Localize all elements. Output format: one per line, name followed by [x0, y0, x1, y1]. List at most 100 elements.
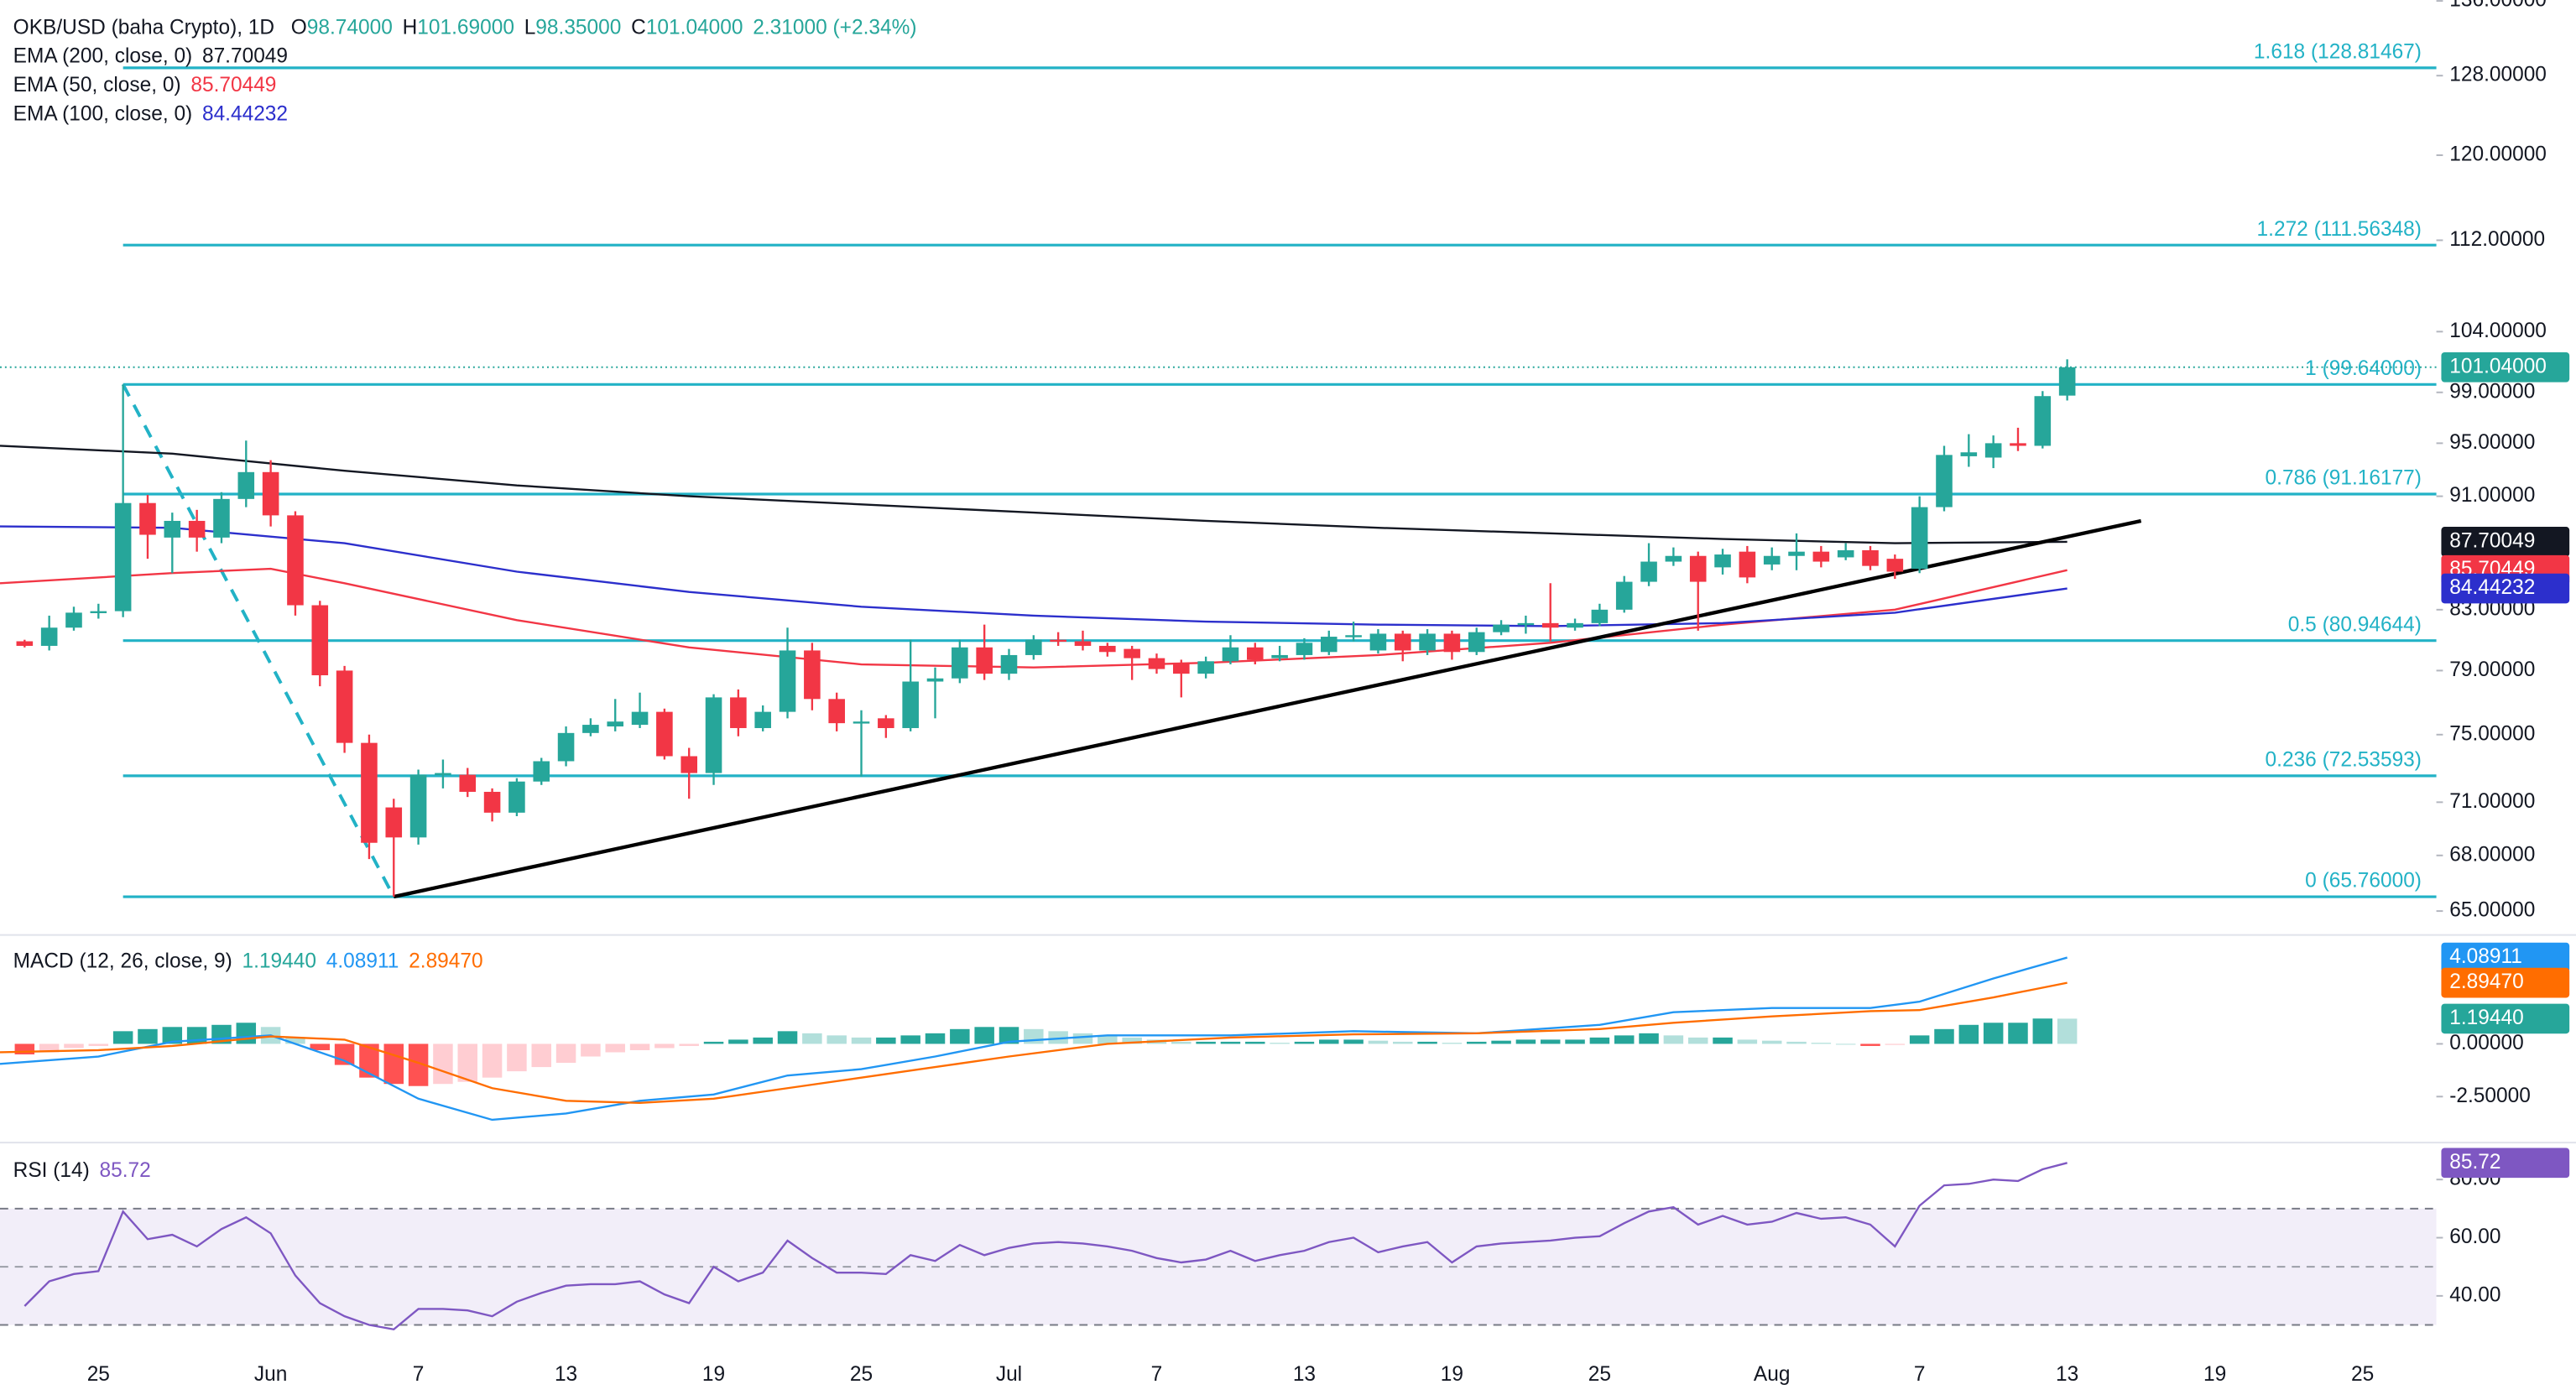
candle-body — [533, 761, 550, 782]
x-tick-label: 25 — [87, 1363, 110, 1386]
macd-histogram-bar — [654, 1043, 675, 1049]
y-tick-label: 71.00000 — [2449, 790, 2535, 813]
candle-body — [952, 647, 968, 679]
candle-body — [1394, 633, 1411, 651]
macd-histogram-bar — [1885, 1043, 1906, 1045]
macd-histogram-bar — [1491, 1040, 1511, 1044]
macd-legend-value: 2.89470 — [409, 950, 482, 972]
candle-body — [1788, 551, 1805, 556]
macd-histogram-bar — [777, 1031, 798, 1044]
candle-body — [114, 502, 132, 612]
candle-body — [607, 721, 624, 727]
candle-body — [1862, 549, 1879, 566]
last-price-label-box — [2441, 351, 2570, 383]
macd-histogram-bar — [162, 1027, 183, 1044]
macd-histogram-bar — [1171, 1041, 1192, 1044]
macd-legend-value: 1.19440 — [242, 950, 316, 972]
macd-histogram-bar — [531, 1043, 551, 1068]
macd-histogram-bar — [507, 1043, 527, 1072]
candle-body — [754, 711, 771, 728]
candle-body — [409, 774, 427, 838]
candle-body — [65, 612, 82, 628]
y-tick-label: 91.00000 — [2449, 484, 2535, 507]
candle-body — [1567, 622, 1583, 628]
macd-histogram-bar — [457, 1043, 477, 1082]
y-tick-label: 136.00000 — [2449, 0, 2547, 12]
macd-legend-value: 4.08911 — [326, 950, 399, 972]
candle-body — [1369, 633, 1387, 651]
x-tick-label: 19 — [2203, 1363, 2226, 1386]
rsi-title: RSI (14) — [13, 1158, 90, 1181]
ema-name: EMA (100, close, 0) — [13, 102, 193, 125]
macd-histogram-bar — [1466, 1041, 1487, 1044]
macd-histogram-bar — [876, 1037, 896, 1044]
macd-histogram-bar — [482, 1043, 503, 1078]
macd-histogram-bar — [802, 1033, 822, 1044]
candle-body — [656, 711, 673, 757]
ema-legend: EMA (200, close, 0) 87.70049 — [13, 44, 288, 67]
candle-body — [976, 647, 993, 674]
ohlc-key: H — [403, 16, 418, 39]
candle-body — [1591, 609, 1609, 623]
candle-body — [1615, 581, 1633, 610]
candle-body — [483, 791, 501, 813]
candle-body — [1074, 641, 1092, 646]
candle-body — [926, 678, 944, 682]
candle-body — [2034, 396, 2052, 446]
x-tick-label: 19 — [1441, 1363, 1463, 1386]
macd-histogram-bar — [1663, 1035, 1684, 1044]
macd-histogram-bar — [1122, 1037, 1142, 1044]
macd-line — [0, 956, 2068, 1122]
candle-body — [1271, 654, 1288, 658]
macd-histogram-bar — [827, 1035, 847, 1044]
trendline — [393, 518, 2142, 899]
macd-histogram-bar — [285, 1037, 305, 1044]
candle-body — [2010, 443, 2026, 446]
candle-body — [139, 502, 156, 535]
candle-body — [902, 681, 919, 728]
y-tick-label: 112.00000 — [2449, 228, 2545, 251]
ema-value-label: 84.44232 — [2449, 576, 2535, 599]
candle-body — [1984, 443, 2002, 458]
ohlc-value: 98.35000 — [535, 16, 621, 39]
candle-body — [705, 697, 722, 773]
macd-histogram-bar — [359, 1043, 379, 1078]
candle-body — [336, 670, 353, 743]
macd-histogram-bar — [1565, 1039, 1585, 1044]
ohlc-value: 101.04000 — [646, 16, 743, 39]
macd-histogram-bar — [1417, 1041, 1437, 1044]
macd-value-label-box — [2441, 942, 2570, 973]
candle-body — [40, 627, 58, 646]
candle-body — [1246, 647, 1264, 660]
macd-value-label: 2.89470 — [2449, 971, 2523, 993]
candle-body — [213, 498, 230, 538]
macd-legend: MACD (12, 26, close, 9) 1.19440 4.08911 2.8… — [13, 950, 483, 972]
macd-histogram-bar — [433, 1043, 453, 1085]
fib-label: 0 (65.76000) — [2305, 870, 2422, 893]
ema-legend-value: 87.70049 — [202, 44, 288, 67]
fib-label: 1.272 (111.56348) — [2257, 218, 2422, 241]
candle-body — [1124, 648, 1140, 658]
macd-histogram-bar — [39, 1043, 60, 1053]
x-tick-label: Aug — [1754, 1363, 1791, 1386]
macd-histogram-bar — [2057, 1018, 2078, 1044]
macd-histogram-bar — [2008, 1023, 2028, 1044]
candle-body — [164, 520, 181, 538]
x-tick-label: 13 — [1293, 1363, 1316, 1386]
macd-histogram-bar — [1639, 1033, 1659, 1044]
ema-name: EMA (50, close, 0) — [13, 73, 181, 96]
candle-body — [435, 773, 451, 775]
macd-histogram-bar — [703, 1041, 724, 1044]
macd-histogram-bar — [2032, 1018, 2053, 1044]
y-tick-label: 75.00000 — [2449, 722, 2535, 745]
macd-histogram-bar — [1983, 1023, 2004, 1044]
macd-histogram-bar — [236, 1023, 257, 1044]
candle-body — [828, 699, 845, 724]
y-tick-label: 120.00000 — [2449, 143, 2547, 165]
ema-name: EMA (200, close, 0) — [13, 44, 193, 67]
macd-histogram-bar — [1294, 1041, 1315, 1044]
candle-body — [2058, 367, 2076, 396]
macd-histogram-bar — [851, 1037, 872, 1044]
macd-histogram-bar — [629, 1043, 650, 1050]
